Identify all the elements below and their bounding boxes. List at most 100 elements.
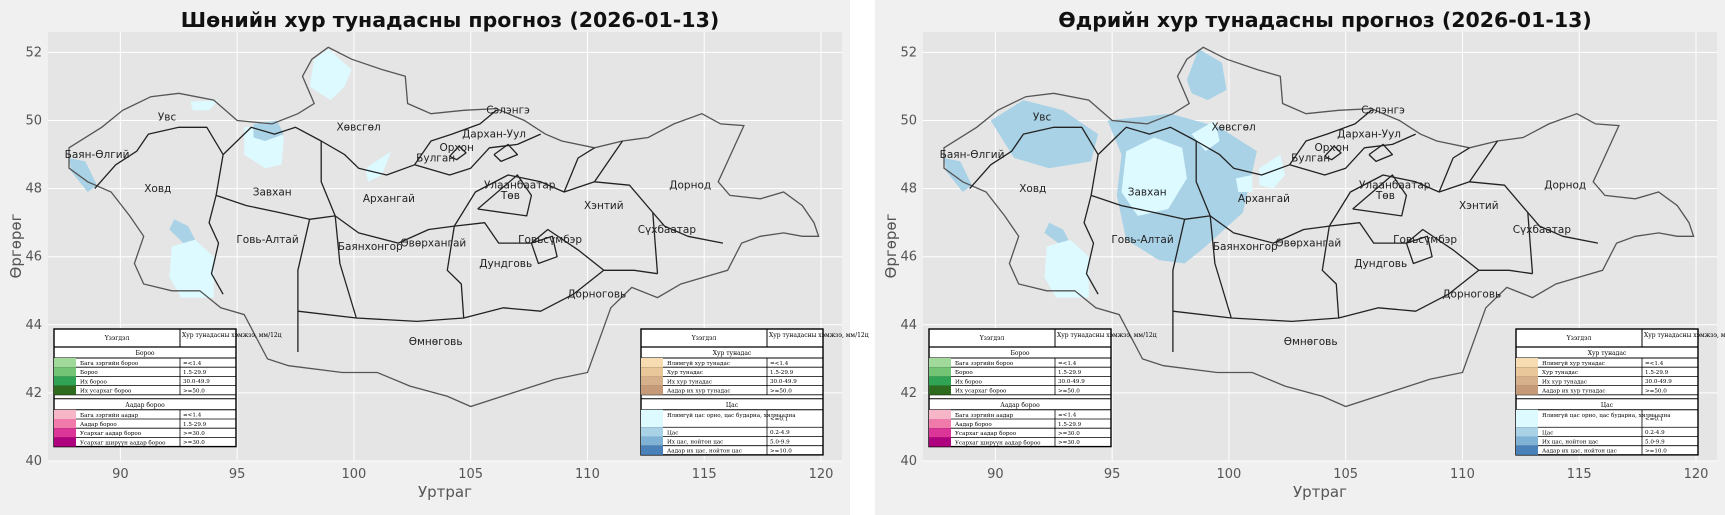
- province-border: [208, 154, 224, 295]
- province-label: Хэнтий: [1459, 200, 1499, 212]
- province-border: [493, 143, 519, 163]
- legend-swatch: [54, 419, 76, 429]
- legend-swatch: [641, 376, 663, 386]
- province-label: Сэлэнгэ: [486, 105, 530, 117]
- y-tick-label: 46: [900, 250, 917, 265]
- province-border: [334, 215, 455, 244]
- legend-swatch: [641, 445, 663, 455]
- province-border: [1405, 235, 1433, 265]
- province-label: Завхан: [1128, 186, 1167, 198]
- x-tick-label: 100: [342, 467, 367, 482]
- legend-swatch: [641, 367, 663, 377]
- legend-row-label: Усархаг ширүүн аадар бороо: [80, 439, 166, 446]
- province-border: [1352, 174, 1408, 217]
- legend-row-range: >=50.0: [1645, 388, 1667, 394]
- province-border: [563, 147, 595, 193]
- province-label: Хэнтий: [584, 200, 624, 212]
- legend-row-label: Хур тунадас: [667, 370, 703, 376]
- province-label: Ховд: [1019, 183, 1046, 195]
- y-tick-label: 50: [900, 114, 917, 129]
- legend-swatch: [929, 437, 951, 447]
- legend-row-range: >=30.0: [1058, 431, 1080, 437]
- country-border: [68, 46, 820, 408]
- rain-legend: Үзэгдэл Хур тунадасны хэмжээ, мм/12ц Бороо…: [928, 328, 1157, 448]
- province-label: Увс: [158, 112, 177, 124]
- panel-title: Шөнийн хур тунадасны прогноз (2026-01-13…: [181, 8, 719, 32]
- legend-row-label: Бага зэргийн бороо: [80, 360, 139, 367]
- legend-row-range: >=50.0: [1058, 388, 1080, 394]
- legend-row-range: <=0.1: [770, 417, 788, 423]
- x-axis-label: Уртраг: [418, 483, 472, 501]
- legend-row-range: =<1.4: [183, 361, 202, 367]
- light-snow-area: [190, 100, 219, 111]
- legend-swatch: [1516, 367, 1538, 377]
- legend-row-label: Ялимгүй хур тунадас: [1542, 361, 1605, 367]
- legend-frame: [641, 329, 823, 456]
- legend-row-label: Ялимгүй цас орно, цас бударна, хялмаална: [1542, 412, 1671, 419]
- legend-row-label: Их бороо: [955, 378, 982, 385]
- x-tick-label: 115: [1567, 467, 1592, 482]
- province-label: Завхан: [253, 186, 292, 198]
- province-label: Сүхбаатар: [1513, 224, 1572, 236]
- province-border: [1527, 212, 1534, 274]
- legend-row-range: 30.0-49.9: [1645, 379, 1672, 385]
- x-tick-label: 95: [1104, 467, 1121, 482]
- legend-swatch: [54, 367, 76, 377]
- province-label: Увс: [1033, 112, 1052, 124]
- province-border: [1172, 219, 1186, 352]
- legend-row-range: =<1.4: [1058, 413, 1077, 419]
- province-label: Говь-Алтай: [236, 234, 298, 246]
- legend-swatch: [641, 436, 663, 446]
- y-tick-label: 48: [900, 182, 917, 197]
- snow-area: [1044, 222, 1071, 244]
- legend-row-range: =<1.4: [1645, 361, 1664, 367]
- legend-row-label: Ялимгүй цас орно, цас бударна, хялмаална: [667, 412, 796, 419]
- y-tick-label: 48: [25, 182, 42, 197]
- province-border: [1083, 154, 1099, 295]
- legend-row-label: Усархаг аадар бороо: [955, 430, 1017, 437]
- province-border: [1438, 147, 1470, 193]
- legend-background: [928, 328, 1112, 448]
- x-axis-ticks: 90 95 100 105 110 115 120: [987, 467, 1708, 482]
- snow-area: [1186, 49, 1227, 101]
- legend-row-range: 30.0-49.9: [1058, 379, 1085, 385]
- y-tick-label: 46: [25, 250, 42, 265]
- legend-row-label: Их усархаг бороо: [955, 388, 1007, 395]
- province-border: [1289, 133, 1416, 176]
- y-tick-label: 42: [25, 386, 42, 401]
- province-label: Дундговь: [1354, 258, 1407, 270]
- legend-row-label: Цас: [1542, 430, 1553, 436]
- legend-section-title: Хур тунадас: [1588, 350, 1627, 357]
- legend-row-range: 5.0-9.9: [770, 439, 790, 445]
- province-border: [1097, 109, 1372, 176]
- province-border: [215, 194, 336, 220]
- province-label: Дорнод: [669, 180, 711, 192]
- legend-row-label: Их хур тунадас: [667, 379, 712, 385]
- x-tick-label: 110: [575, 467, 600, 482]
- y-axis-label: Өргөрөг: [882, 213, 900, 278]
- legend-section-title: Аадар бороо: [125, 402, 165, 409]
- province-label: Дорноговь: [1442, 289, 1501, 301]
- province-border: [1468, 140, 1499, 183]
- legend-background: [1515, 328, 1699, 456]
- legend-row-label: Цас: [667, 430, 678, 436]
- legend-row-range: 1.5-29.9: [1645, 370, 1669, 376]
- legend-frame: [929, 329, 1111, 447]
- province-border: [222, 109, 497, 176]
- country-border: [943, 46, 1695, 408]
- y-tick-label: 42: [900, 386, 917, 401]
- panel-title: Өдрийн хур тунадасны прогноз (2026-01-13…: [1058, 8, 1592, 32]
- legend-header-amount: Хур тунадасны хэмжээ, мм/12ц: [1644, 332, 1725, 339]
- legend-row-range: >=30.0: [183, 440, 205, 446]
- legend-row-range: 0.2-4.9: [1645, 430, 1665, 436]
- province-label: Говь-Алтай: [1111, 234, 1173, 246]
- legend-swatch: [929, 428, 951, 438]
- province-label: Орхон: [439, 142, 473, 154]
- province-label: Төв: [1375, 190, 1395, 202]
- day-forecast-panel: Өдрийн хур тунадасны прогноз (2026-01-13…: [875, 0, 1725, 515]
- province-border: [1209, 215, 1330, 244]
- y-tick-label: 52: [25, 45, 42, 60]
- legend-header-phenomenon: Үзэгдэл: [1566, 335, 1592, 342]
- legend-row-range: 0.2-4.9: [770, 430, 790, 436]
- legend-swatch: [1516, 436, 1538, 446]
